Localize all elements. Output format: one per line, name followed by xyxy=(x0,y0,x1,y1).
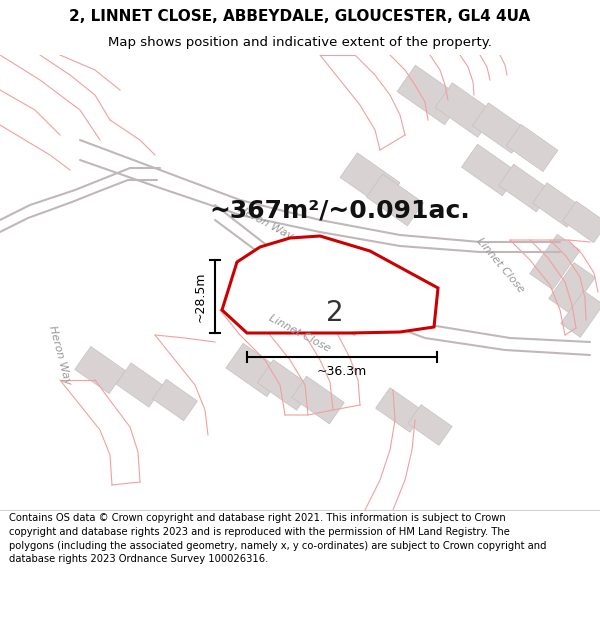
Bar xyxy=(461,144,518,196)
Bar xyxy=(301,264,379,336)
Bar xyxy=(506,124,558,171)
Text: Linnet Close: Linnet Close xyxy=(268,312,332,354)
Bar xyxy=(75,346,125,394)
Bar xyxy=(152,379,197,421)
Bar xyxy=(533,182,581,228)
Text: 2, LINNET CLOSE, ABBEYDALE, GLOUCESTER, GL4 4UA: 2, LINNET CLOSE, ABBEYDALE, GLOUCESTER, … xyxy=(70,9,530,24)
Text: ~367m²/~0.091ac.: ~367m²/~0.091ac. xyxy=(209,198,470,222)
Bar xyxy=(116,363,164,407)
Text: ~28.5m: ~28.5m xyxy=(194,271,207,322)
Text: Heron Way: Heron Way xyxy=(47,324,73,386)
Bar xyxy=(499,164,551,212)
Bar xyxy=(376,388,424,432)
Bar xyxy=(472,102,527,153)
Bar xyxy=(563,201,600,242)
Bar xyxy=(560,291,600,338)
Text: Map shows position and indicative extent of the property.: Map shows position and indicative extent… xyxy=(108,36,492,49)
Bar xyxy=(530,234,580,290)
Bar xyxy=(340,152,400,208)
Text: Heron Way: Heron Way xyxy=(236,204,294,242)
Bar xyxy=(408,404,452,446)
Bar xyxy=(549,262,595,314)
Bar xyxy=(367,174,424,226)
Bar xyxy=(435,82,495,138)
Bar xyxy=(292,376,344,424)
Polygon shape xyxy=(222,236,438,333)
Text: Contains OS data © Crown copyright and database right 2021. This information is : Contains OS data © Crown copyright and d… xyxy=(9,514,547,564)
Bar xyxy=(397,65,463,125)
Text: ~36.3m: ~36.3m xyxy=(317,365,367,378)
Bar xyxy=(226,343,284,397)
Text: 2: 2 xyxy=(326,299,344,327)
Text: Linnet Close: Linnet Close xyxy=(474,236,526,294)
Bar xyxy=(257,360,313,410)
